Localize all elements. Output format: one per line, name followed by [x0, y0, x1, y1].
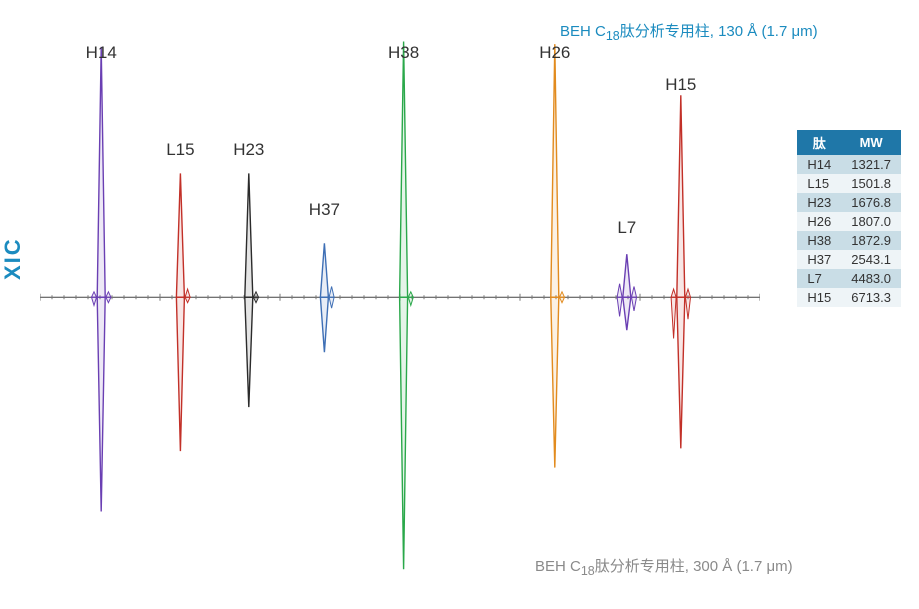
- cell-peptide: L7: [797, 269, 841, 288]
- cell-peptide: H26: [797, 212, 841, 231]
- chromatogram-svg: [40, 20, 760, 580]
- table-row: H381872.9: [797, 231, 901, 250]
- table-row: H231676.8: [797, 193, 901, 212]
- table-row: L151501.8: [797, 174, 901, 193]
- peak-label: H38: [388, 43, 419, 63]
- table-row: H156713.3: [797, 288, 901, 307]
- peak-label: H15: [665, 75, 696, 95]
- cell-peptide: H38: [797, 231, 841, 250]
- table-row: H261807.0: [797, 212, 901, 231]
- cell-mw: 2543.1: [841, 250, 901, 269]
- peak-label: H14: [86, 43, 117, 63]
- cell-mw: 4483.0: [841, 269, 901, 288]
- chromatogram-chart: H14 L15 H23 H37 H38 H26 L7 H15: [40, 20, 760, 580]
- table-row: H141321.7: [797, 155, 901, 174]
- peak-label: L7: [617, 218, 636, 238]
- peak-label: H23: [233, 140, 264, 160]
- table-header-row: 肽MW: [797, 130, 901, 155]
- col-peptide: 肽: [797, 130, 841, 155]
- table-row: L74483.0: [797, 269, 901, 288]
- cell-mw: 1501.8: [841, 174, 901, 193]
- peak-label: H26: [539, 43, 570, 63]
- peak-label: L15: [166, 140, 194, 160]
- peak-label: H37: [309, 200, 340, 220]
- y-axis-label: XIC: [0, 237, 26, 280]
- cell-mw: 1676.8: [841, 193, 901, 212]
- cell-peptide: L15: [797, 174, 841, 193]
- cell-peptide: H15: [797, 288, 841, 307]
- col-mw: MW: [841, 130, 901, 155]
- cell-mw: 6713.3: [841, 288, 901, 307]
- cell-peptide: H23: [797, 193, 841, 212]
- cell-mw: 1807.0: [841, 212, 901, 231]
- cell-mw: 1872.9: [841, 231, 901, 250]
- cell-mw: 1321.7: [841, 155, 901, 174]
- cell-peptide: H14: [797, 155, 841, 174]
- cell-peptide: H37: [797, 250, 841, 269]
- mw-table: 肽MW H141321.7L151501.8H231676.8H261807.0…: [797, 130, 901, 307]
- table-row: H372543.1: [797, 250, 901, 269]
